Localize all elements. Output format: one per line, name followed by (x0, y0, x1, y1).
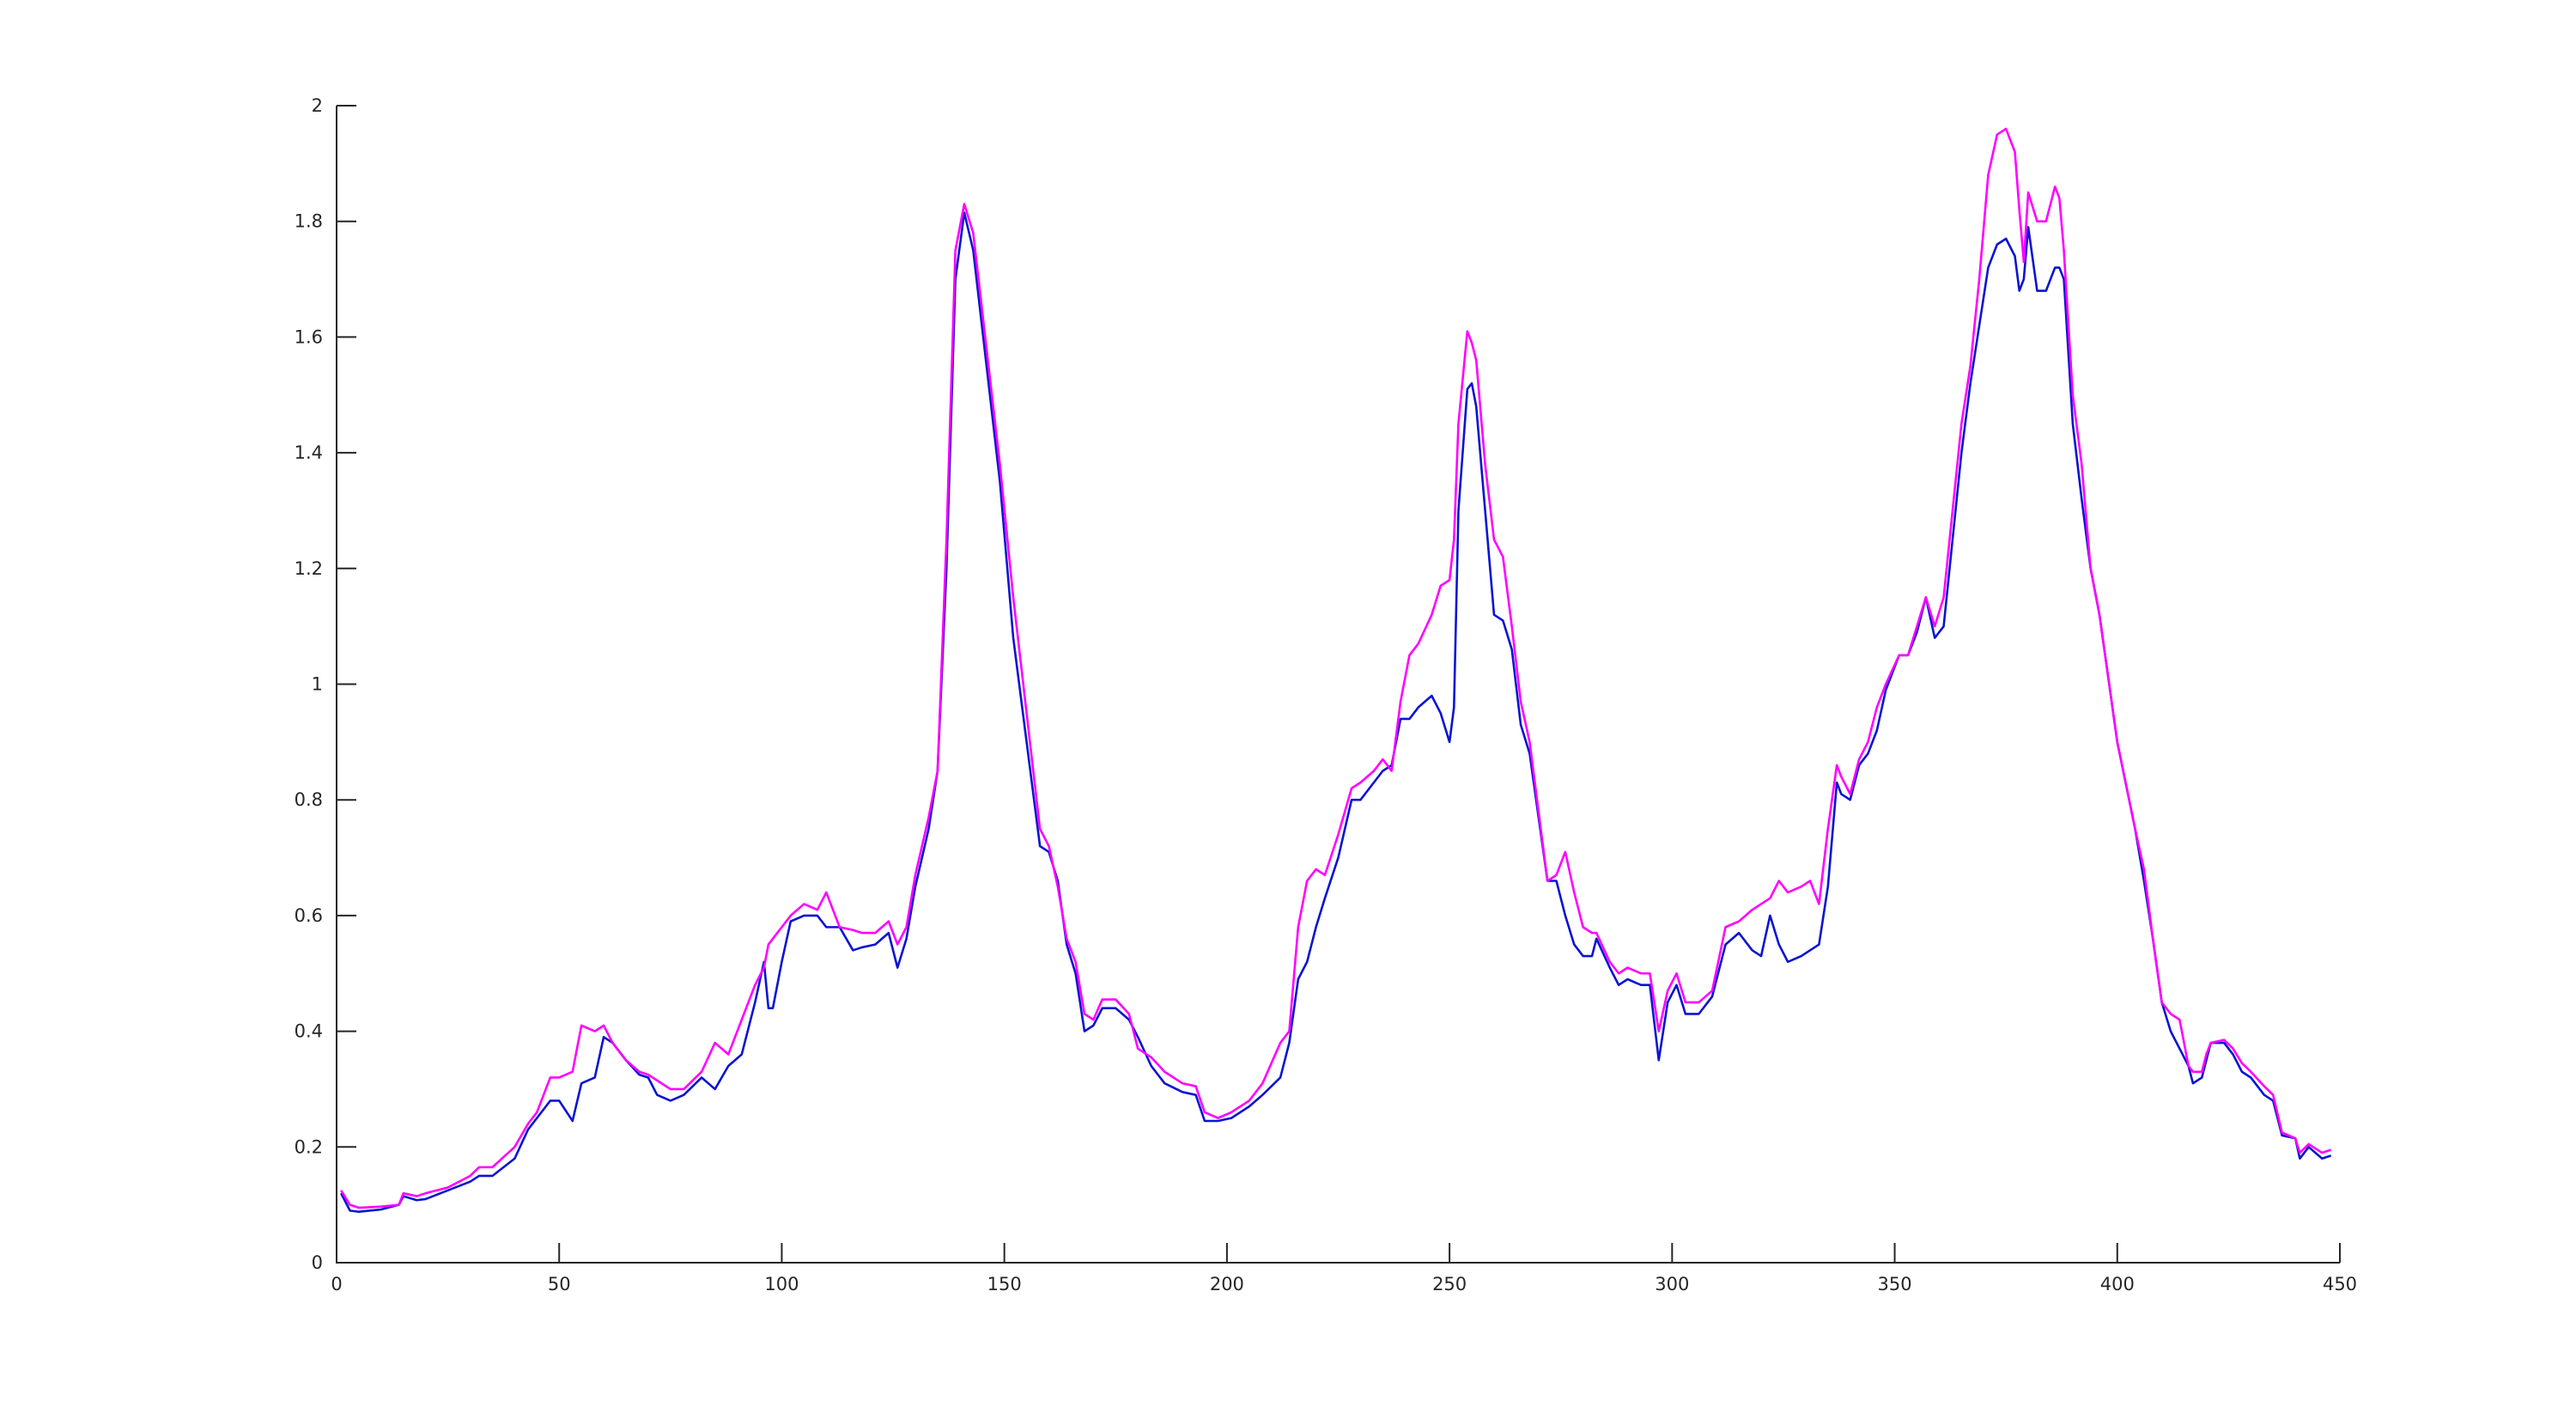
y-tick-label: 0 (312, 1252, 323, 1273)
x-tick-label: 50 (548, 1274, 571, 1294)
x-tick-label: 300 (1655, 1274, 1689, 1294)
y-tick-label: 1 (312, 674, 323, 695)
y-tick-label: 0.2 (295, 1136, 323, 1157)
x-tick-label: 100 (764, 1274, 799, 1294)
x-tick-label: 200 (1210, 1274, 1244, 1294)
x-tick-label: 400 (2100, 1274, 2135, 1294)
y-tick-label: 1.8 (295, 211, 323, 232)
y-tick-label: 0.4 (295, 1021, 323, 1042)
y-tick-label: 2 (312, 95, 323, 116)
y-tick-label: 1.6 (295, 326, 323, 347)
y-tick-label: 0.6 (295, 905, 323, 926)
x-tick-label: 150 (987, 1274, 1022, 1294)
y-tick-label: 1.2 (295, 558, 323, 579)
x-tick-label: 250 (1432, 1274, 1467, 1294)
x-tick-label: 0 (331, 1274, 342, 1294)
x-tick-label: 350 (1878, 1274, 1912, 1294)
x-tick-label: 450 (2323, 1274, 2357, 1294)
y-tick-label: 0.8 (295, 789, 323, 810)
y-tick-label: 1.4 (295, 442, 323, 463)
series-line (340, 127, 2332, 1209)
series-line (340, 211, 2332, 1214)
